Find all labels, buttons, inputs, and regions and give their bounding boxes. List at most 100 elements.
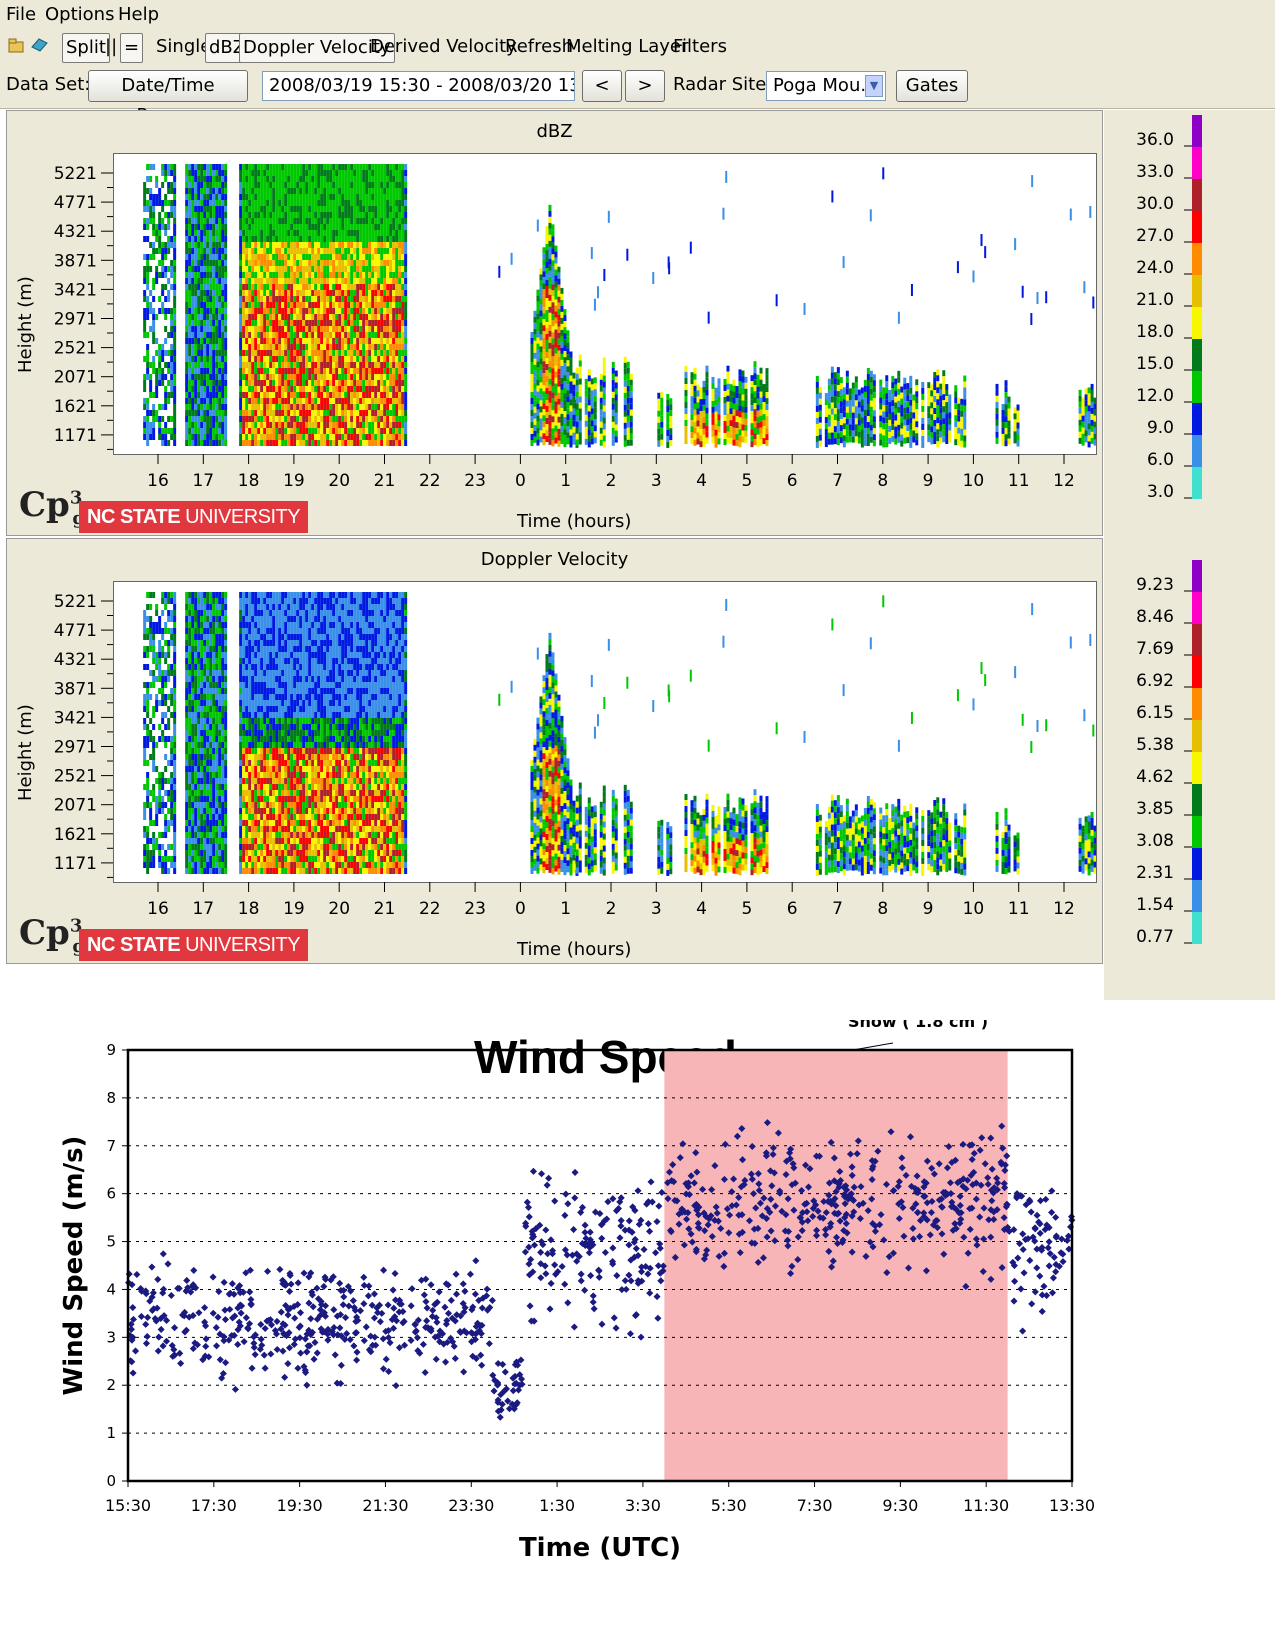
radar-gate xyxy=(732,439,736,446)
radar-gate xyxy=(389,410,393,416)
radar-gate xyxy=(338,284,342,290)
radar-gate xyxy=(368,284,372,290)
radar-gate xyxy=(344,356,348,362)
radar-gate xyxy=(359,308,363,314)
radar-gate xyxy=(293,242,297,248)
dbz-plot-area[interactable] xyxy=(113,153,1109,455)
chevron-down-icon[interactable]: ▼ xyxy=(865,75,883,97)
radar-gate xyxy=(551,224,555,231)
gates-button[interactable]: Gates xyxy=(896,70,968,102)
radar-gate xyxy=(827,390,831,397)
radar-gate xyxy=(383,170,387,176)
radar-gate xyxy=(735,428,739,435)
radar-gate xyxy=(536,391,540,398)
derived-velocity-button[interactable]: Derived Velocity xyxy=(370,36,517,57)
radar-gate xyxy=(173,380,177,386)
menu-file[interactable]: File xyxy=(6,4,37,25)
melting-layer-button[interactable]: Melting Layer xyxy=(566,36,689,57)
radar-gate xyxy=(836,391,840,398)
radar-gate xyxy=(626,397,630,404)
radar-gate xyxy=(833,432,837,439)
radar-gate xyxy=(717,408,721,415)
radar-gate xyxy=(290,266,294,272)
radar-gate xyxy=(762,384,766,391)
radar-gate xyxy=(398,248,402,254)
radar-gate xyxy=(347,416,351,422)
radar-gate xyxy=(299,278,303,284)
radar-gate xyxy=(146,206,150,212)
radar-gate xyxy=(269,362,273,368)
date-time-range-button[interactable]: Date/Time Range: xyxy=(88,70,248,126)
filters-button[interactable]: Filters xyxy=(673,36,727,57)
radar-gate xyxy=(723,378,727,385)
next-button[interactable]: > xyxy=(625,70,665,102)
radar-gate xyxy=(578,408,582,415)
radar-gate xyxy=(377,398,381,404)
radar-gate xyxy=(218,320,222,326)
radar-gate xyxy=(212,236,216,242)
radar-gate xyxy=(188,242,192,248)
date-time-range-field[interactable]: 2008/03/19 15:30 - 2008/03/20 13:30 xyxy=(262,71,575,101)
radar-gate xyxy=(275,326,279,332)
radar-gate xyxy=(173,296,177,302)
radar-gate xyxy=(329,314,333,320)
radar-gate xyxy=(533,424,537,431)
single-button[interactable]: Single xyxy=(156,36,212,57)
radar-site-select[interactable]: Poga Mou... ▼ xyxy=(766,71,886,101)
radar-gate xyxy=(254,368,258,374)
radar-gate xyxy=(215,368,219,374)
radar-gate xyxy=(206,434,210,440)
radar-gate xyxy=(666,423,670,430)
radar-gate xyxy=(299,356,303,362)
radar-gate xyxy=(260,290,264,296)
radar-gate xyxy=(332,242,336,248)
parallel-button[interactable]: || xyxy=(105,36,118,57)
open-folder-icon[interactable] xyxy=(4,35,30,64)
radar-gate xyxy=(359,404,363,410)
radar-gate xyxy=(314,182,318,188)
radar-gate xyxy=(191,386,195,392)
radar-gate xyxy=(842,387,846,394)
menu-options[interactable]: Options xyxy=(45,4,115,25)
radar-gate xyxy=(266,218,270,224)
radar-gate xyxy=(554,371,558,378)
radar-gate xyxy=(311,422,315,428)
radar-gate xyxy=(362,374,366,380)
radar-gate xyxy=(281,266,285,272)
radar-gate xyxy=(371,392,375,398)
radar-gate xyxy=(563,393,567,400)
radar-gate xyxy=(587,387,591,394)
doppler-velocity-button[interactable]: Doppler Velocity xyxy=(239,33,395,63)
save-icon[interactable] xyxy=(26,35,52,64)
radar-gate xyxy=(404,392,408,398)
radar-gate xyxy=(266,350,270,356)
radar-gate xyxy=(401,350,405,356)
refresh-button[interactable]: Refresh xyxy=(505,36,573,57)
radar-gate xyxy=(389,194,393,200)
radar-gate xyxy=(311,374,315,380)
radar-gate xyxy=(296,398,300,404)
radar-gate xyxy=(548,234,552,241)
radar-gate xyxy=(212,266,216,272)
radar-gate xyxy=(545,292,549,299)
radar-gate xyxy=(194,386,198,392)
radar-gate xyxy=(248,170,252,176)
radar-gate xyxy=(614,406,618,413)
radar-gate xyxy=(395,338,399,344)
radar-gate xyxy=(818,398,822,405)
radar-gate xyxy=(575,367,579,374)
menu-help[interactable]: Help xyxy=(118,4,160,25)
radar-gate xyxy=(350,356,354,362)
radar-gate xyxy=(308,338,312,344)
equal-button[interactable]: = xyxy=(120,33,144,63)
radar-gate xyxy=(242,164,246,170)
radar-gate xyxy=(305,284,309,290)
radar-gate xyxy=(395,392,399,398)
radar-gate xyxy=(860,423,864,430)
radar-gate xyxy=(158,374,162,380)
radar-gate xyxy=(173,386,177,392)
radar-gate xyxy=(284,176,288,182)
split-button[interactable]: Split xyxy=(62,33,110,63)
radar-gate xyxy=(272,164,276,170)
previous-button[interactable]: < xyxy=(582,70,622,102)
